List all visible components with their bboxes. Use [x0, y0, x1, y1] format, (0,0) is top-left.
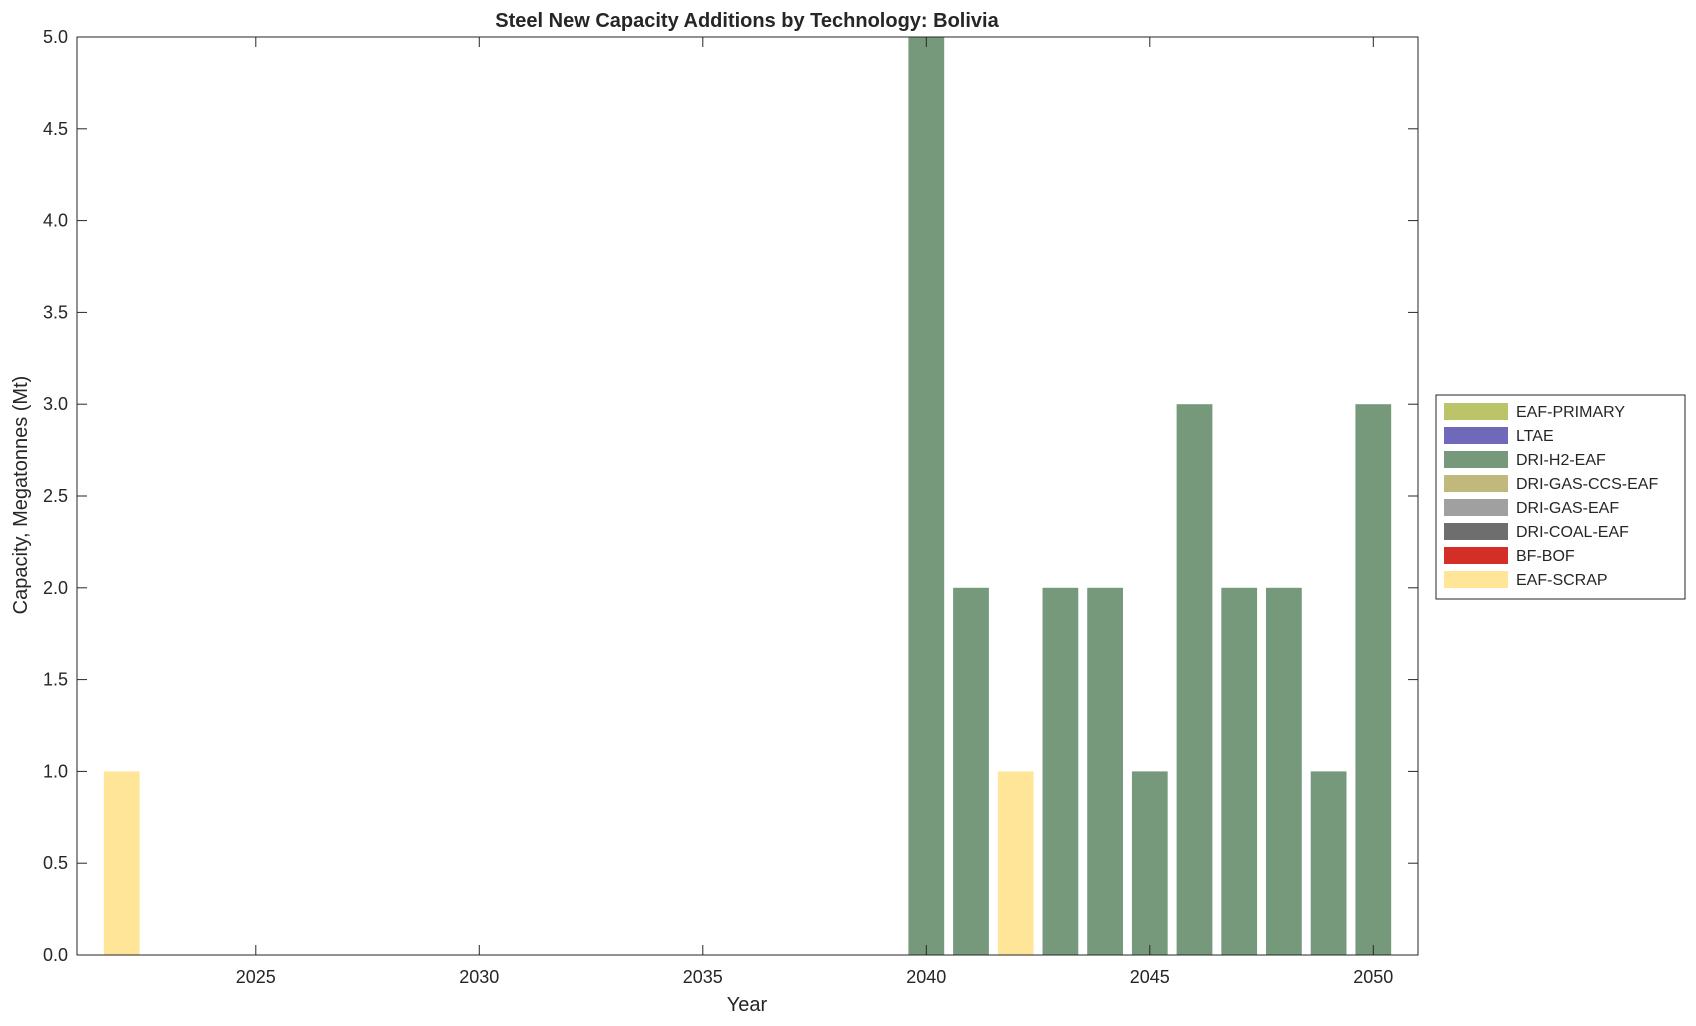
x-tick-label: 2035 [683, 967, 723, 987]
bar-eaf-scrap-2022 [103, 771, 140, 955]
bar-dri-h2-eaf-2044 [1087, 587, 1123, 955]
legend-label: DRI-GAS-CCS-EAF [1516, 476, 1658, 493]
bar-dri-h2-eaf-2049 [1310, 771, 1347, 955]
axes-layer: 2025 2030 2035 2040 2045 2050 0.0 0.5 1.0 1.5 2.0 2… [43, 27, 1419, 987]
x-tick-label: 2045 [1130, 967, 1170, 987]
legend-swatch-dri-gas-ccs-eaf [1444, 475, 1508, 492]
bar-dri-h2-eaf-2050 [1355, 404, 1392, 955]
bar-dri-h2-eaf-2046 [1176, 404, 1213, 955]
x-tick-label: 2030 [459, 967, 499, 987]
legend-swatch-dri-gas-eaf [1444, 499, 1508, 516]
x-tick-label: 2050 [1353, 967, 1393, 987]
y-tick-label: 5.0 [43, 27, 68, 47]
chart-title: Steel New Capacity Additions by Technolo… [495, 10, 999, 32]
bar-dri-h2-eaf-2048 [1266, 587, 1302, 955]
y-tick-label: 4.5 [43, 119, 68, 139]
y-tick-label: 3.5 [43, 302, 68, 322]
legend-label: DRI-GAS-EAF [1516, 500, 1619, 517]
legend-label: BF-BOF [1516, 548, 1575, 565]
bar-dri-h2-eaf-2040 [908, 37, 945, 955]
legend-swatch-dri-h2-eaf [1444, 451, 1508, 468]
bar-eaf-scrap-2042 [997, 771, 1034, 955]
legend-label: DRI-H2-EAF [1516, 452, 1606, 469]
legend-label: EAF-PRIMARY [1516, 404, 1625, 421]
legend: EAF-PRIMARY LTAE DRI-H2-EAF DRI-GAS-CCS-EAF… [1435, 394, 1686, 600]
legend-label: DRI-COAL-EAF [1516, 524, 1629, 541]
x-axis-label: Year [727, 994, 768, 1016]
plot-frame [76, 36, 1419, 956]
y-axis-label: Capacity, Megatonnes (Mt) [10, 376, 32, 615]
legend-swatch-ltae [1444, 427, 1508, 444]
legend-swatch-bf-bof [1444, 547, 1508, 564]
bar-dri-h2-eaf-2047 [1221, 587, 1258, 955]
y-tick-label: 1.0 [43, 761, 68, 781]
y-tick-label: 4.0 [43, 211, 68, 231]
legend-box [1435, 394, 1686, 600]
legend-swatch-eaf-scrap [1444, 571, 1508, 588]
legend-label: LTAE [1516, 428, 1554, 445]
x-tick-label: 2040 [906, 967, 946, 987]
legend-swatch-dri-coal-eaf [1444, 523, 1508, 540]
bar-dri-h2-eaf-2041 [953, 587, 989, 955]
bar-layer [103, 37, 1392, 955]
y-tick-label: 0.5 [43, 853, 68, 873]
bar-dri-h2-eaf-2045 [1131, 771, 1168, 955]
y-tick-label: 2.5 [43, 486, 68, 506]
legend-swatch-eaf-primary [1444, 403, 1508, 420]
bar-dri-h2-eaf-2043 [1042, 587, 1079, 955]
y-tick-label: 0.0 [43, 945, 68, 965]
y-tick-label: 1.5 [43, 670, 68, 690]
y-tick-label: 2.0 [43, 578, 68, 598]
x-tick-label: 2025 [236, 967, 276, 987]
y-tick-label: 3.0 [43, 394, 68, 414]
legend-label: EAF-SCRAP [1516, 572, 1608, 589]
